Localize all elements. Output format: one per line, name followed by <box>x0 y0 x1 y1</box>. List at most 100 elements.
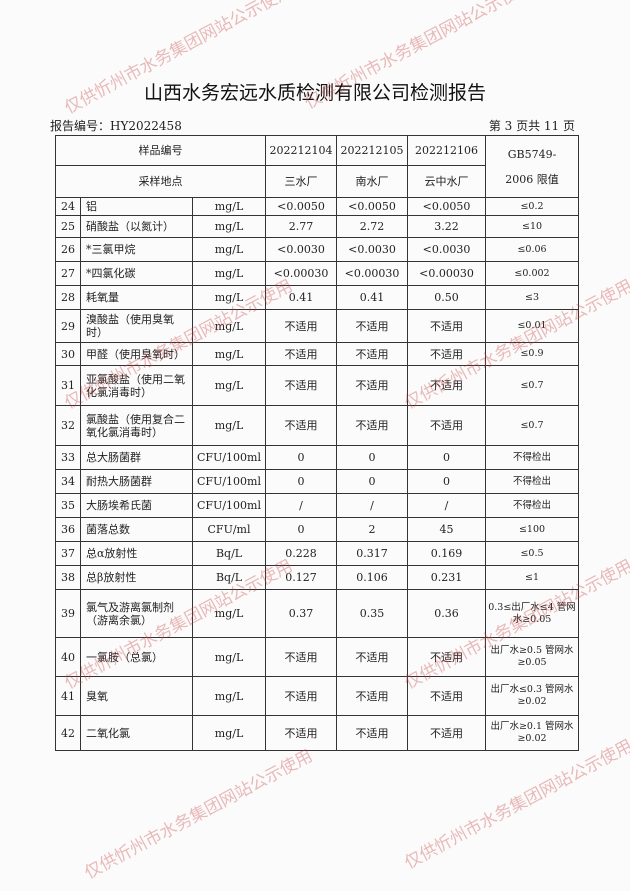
watermark: 仅供忻州市水务集团网站公示使用 <box>401 736 630 874</box>
item-name: 菌落总数 <box>80 517 193 542</box>
value: <0.0050 <box>407 197 487 216</box>
value: <0.00030 <box>265 261 338 286</box>
value: 不适用 <box>336 676 409 716</box>
unit: mg/L <box>191 237 267 262</box>
unit: CFU/ml <box>191 517 267 542</box>
row-number: 37 <box>55 541 81 566</box>
table-row: 27 *四氯化碳 mg/L <0.00030 <0.00030 <0.00030 ≤0.00… <box>55 261 580 286</box>
row-number: 31 <box>55 365 81 406</box>
item-name: 总β放射性 <box>80 565 193 590</box>
item-name: 大肠埃希氏菌 <box>80 493 193 518</box>
value: 0.41 <box>336 285 409 310</box>
item-name: 一氯胺（总氯） <box>80 637 193 677</box>
value: 不适用 <box>336 405 409 446</box>
value: 0.169 <box>407 541 487 566</box>
value: 2.77 <box>265 215 338 238</box>
limit: ≤0.9 <box>485 342 580 366</box>
table-row: 42 二氧化氯 mg/L 不适用 不适用 不适用 出厂水≥0.1 管网水≥0.02 <box>55 715 580 751</box>
table-row: 28 耗氧量 mg/L 0.41 0.41 0.50 ≤3 <box>55 285 580 310</box>
table-row: 35 大肠埃希氏菌 CFU/100ml / / / 不得检出 <box>55 493 580 518</box>
value: 不适用 <box>407 637 487 677</box>
row-number: 36 <box>55 517 81 542</box>
limit-header-line: 2006 限值 <box>505 172 559 186</box>
unit: mg/L <box>191 342 267 366</box>
value: 2.72 <box>336 215 409 238</box>
item-name: 氯气及游离氯制剂（游离余氯） <box>80 589 193 638</box>
item-name: 氯酸盐（使用复合二氧化氯消毒时） <box>80 405 193 446</box>
value: 不适用 <box>336 309 409 343</box>
value: 不适用 <box>265 637 338 677</box>
site: 南水厂 <box>336 165 409 198</box>
value: 不适用 <box>265 309 338 343</box>
value: 不适用 <box>265 342 338 366</box>
item-name: 亚氯酸盐（使用二氧化氯消毒时） <box>80 365 193 406</box>
value: 2 <box>336 517 409 542</box>
row-number: 41 <box>55 676 81 716</box>
table-row: 40 一氯胺（总氯） mg/L 不适用 不适用 不适用 出厂水≥0.5 管网水≥0.05 <box>55 637 580 677</box>
value: 0.41 <box>265 285 338 310</box>
value: 不适用 <box>407 342 487 366</box>
value: <0.0050 <box>265 197 338 216</box>
unit: mg/L <box>191 676 267 716</box>
row-number: 27 <box>55 261 81 286</box>
table-row: 25 硝酸盐（以氮计） mg/L 2.77 2.72 3.22 ≤10 <box>55 215 580 238</box>
item-name: 甲醛（使用臭氧时） <box>80 342 193 366</box>
limit: 出厂水≥0.5 管网水≥0.05 <box>485 637 580 677</box>
value: 不适用 <box>407 309 487 343</box>
limit: 出厂水≥0.1 管网水≥0.02 <box>485 715 580 751</box>
value: 0.106 <box>336 565 409 590</box>
item-name: 耗氧量 <box>80 285 193 310</box>
unit: mg/L <box>191 215 267 238</box>
limit: ≤0.06 <box>485 237 580 262</box>
row-number: 42 <box>55 715 81 751</box>
value: 0.35 <box>336 589 409 638</box>
results-table: 样品编号 202212104 202212105 202212106 GB574… <box>54 135 580 751</box>
unit: Bq/L <box>191 541 267 566</box>
limit: ≤3 <box>485 285 580 310</box>
watermark: 仅供忻州市水务集团网站公示使用 <box>81 746 316 884</box>
value: 3.22 <box>407 215 487 238</box>
item-name: 溴酸盐（使用臭氧时） <box>80 309 193 343</box>
value: 不适用 <box>336 365 409 406</box>
limit: ≤0.002 <box>485 261 580 286</box>
unit: mg/L <box>191 637 267 677</box>
value: 不适用 <box>407 365 487 406</box>
table-row: 38 总β放射性 Bq/L 0.127 0.106 0.231 ≤1 <box>55 565 580 590</box>
limit: ≤10 <box>485 215 580 238</box>
table-row: 32 氯酸盐（使用复合二氧化氯消毒时） mg/L 不适用 不适用 不适用 ≤0.7 <box>55 405 580 446</box>
item-name: 臭氧 <box>80 676 193 716</box>
unit: Bq/L <box>191 565 267 590</box>
table-row: 39 氯气及游离氯制剂（游离余氯） mg/L 0.37 0.35 0.36 0.3≤出厂水≤… <box>55 589 580 638</box>
sample-no: 202212104 <box>265 135 338 166</box>
value: / <box>265 493 338 518</box>
value: <0.0050 <box>336 197 409 216</box>
unit: mg/L <box>191 285 267 310</box>
table-row: 24 铝 mg/L <0.0050 <0.0050 <0.0050 ≤0.2 <box>55 197 580 216</box>
unit: mg/L <box>191 715 267 751</box>
value: 0.231 <box>407 565 487 590</box>
value: / <box>407 493 487 518</box>
value: 不适用 <box>265 405 338 446</box>
limit: ≤1 <box>485 565 580 590</box>
item-name: 硝酸盐（以氮计） <box>80 215 193 238</box>
sample-no-label: 样品编号 <box>54 135 267 166</box>
table-row: 30 甲醛（使用臭氧时） mg/L 不适用 不适用 不适用 ≤0.9 <box>55 342 580 366</box>
value: 不适用 <box>336 715 409 751</box>
table-row: 29 溴酸盐（使用臭氧时） mg/L 不适用 不适用 不适用 ≤0.01 <box>55 309 580 343</box>
value: 0 <box>407 445 487 470</box>
value: 不适用 <box>336 637 409 677</box>
value: <0.0030 <box>265 237 338 262</box>
item-name: 总α放射性 <box>80 541 193 566</box>
row-number: 26 <box>55 237 81 262</box>
site-label: 采样地点 <box>54 165 267 198</box>
sample-no: 202212106 <box>407 135 487 166</box>
limit: ≤0.5 <box>485 541 580 566</box>
item-name: *四氯化碳 <box>80 261 193 286</box>
row-number: 35 <box>55 493 81 518</box>
row-number: 25 <box>55 215 81 238</box>
limit: 不得检出 <box>485 493 580 518</box>
report-number: 报告编号：HY2022458 <box>50 119 182 133</box>
row-number: 29 <box>55 309 81 343</box>
table-row: 33 总大肠菌群 CFU/100ml 0 0 0 不得检出 <box>55 445 580 470</box>
